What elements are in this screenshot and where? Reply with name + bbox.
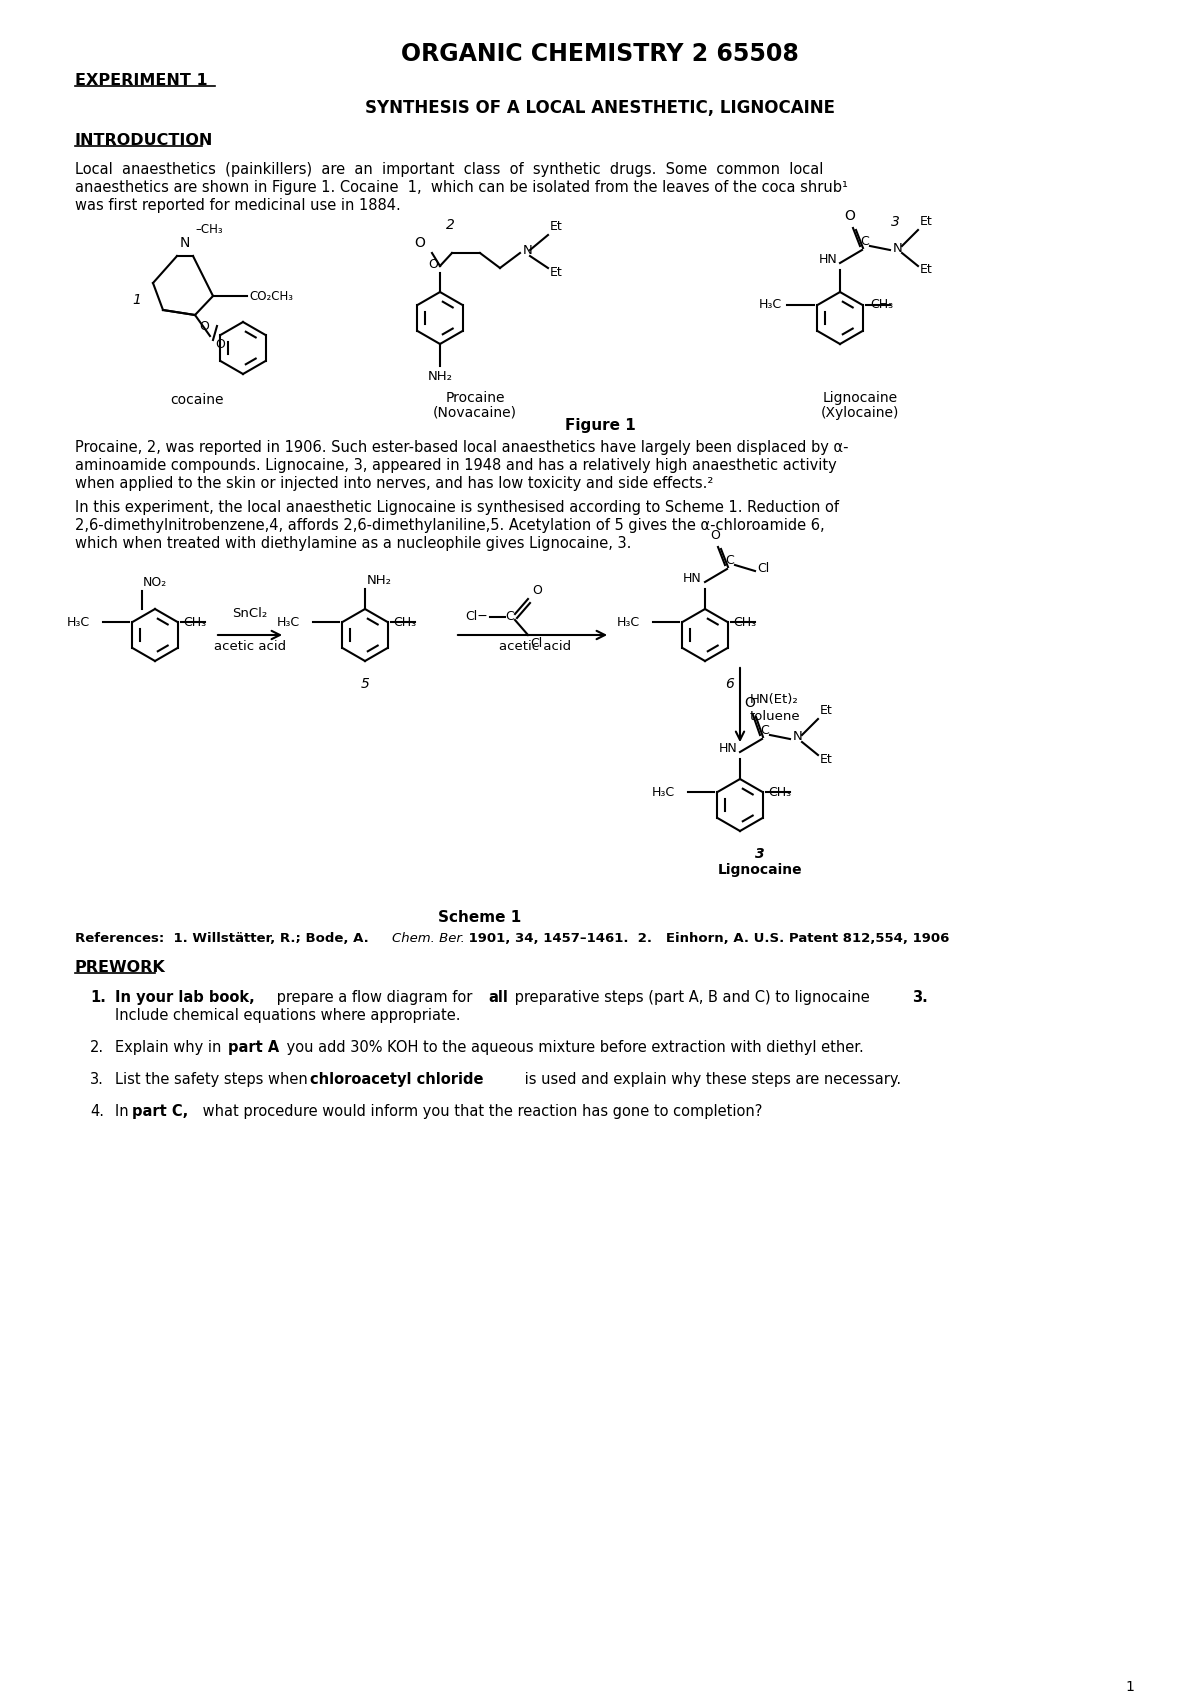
Text: O: O [532,583,542,597]
Text: part A: part A [228,1040,280,1055]
Text: 1.: 1. [90,990,106,1006]
Text: H₃C: H₃C [758,298,782,312]
Text: Scheme 1: Scheme 1 [438,911,522,924]
Text: Et: Et [920,263,932,276]
Text: Cl−: Cl− [466,611,488,624]
Text: cocaine: cocaine [170,393,223,407]
Text: NO₂: NO₂ [143,577,167,589]
Text: CH₃: CH₃ [733,616,756,629]
Text: Et: Et [550,266,563,280]
Text: O: O [710,529,720,543]
Text: 2,6-dimethylnitrobenzene,4, affords 2,6-dimethylaniline,5. Acetylation of 5 give: 2,6-dimethylnitrobenzene,4, affords 2,6-… [74,517,824,533]
Text: Et: Et [550,220,563,232]
Text: NH₂: NH₂ [427,370,452,383]
Text: Cl: Cl [530,638,542,650]
Text: HN: HN [683,572,702,585]
Text: References:  1. Willstätter, R.; Bode, A.: References: 1. Willstätter, R.; Bode, A. [74,933,373,945]
Text: (Novacaine): (Novacaine) [433,405,517,421]
Text: part C,: part C, [132,1104,188,1119]
Text: N: N [523,244,533,256]
Text: 1: 1 [132,293,142,307]
Text: toluene: toluene [750,711,800,724]
Text: 1: 1 [1126,1681,1134,1694]
Text: CH₃: CH₃ [768,785,791,799]
Text: PREWORK: PREWORK [74,960,166,975]
Text: –CH₃: –CH₃ [194,222,223,236]
Text: CO₂CH₃: CO₂CH₃ [250,290,293,302]
Text: anaesthetics are shown in Figure 1. Cocaine  1,  which can be isolated from the : anaesthetics are shown in Figure 1. Coca… [74,180,848,195]
Text: what procedure would inform you that the reaction has gone to completion?: what procedure would inform you that the… [198,1104,762,1119]
Text: Cl: Cl [757,563,769,575]
Text: Procaine, 2, was reported in 1906. Such ester-based local anaesthetics have larg: Procaine, 2, was reported in 1906. Such … [74,439,848,455]
Text: N: N [793,731,803,743]
Text: O: O [744,695,756,711]
Text: HN: HN [818,253,838,266]
Text: Procaine: Procaine [445,392,505,405]
Text: all: all [488,990,508,1006]
Text: In this experiment, the local anaesthetic Lignocaine is synthesised according to: In this experiment, the local anaestheti… [74,500,839,516]
Text: N: N [893,241,902,254]
Text: 3.: 3. [90,1072,104,1087]
Text: Include chemical equations where appropriate.: Include chemical equations where appropr… [115,1007,461,1023]
Text: is used and explain why these steps are necessary.: is used and explain why these steps are … [520,1072,901,1087]
Text: NH₂: NH₂ [367,573,392,587]
Text: C: C [726,555,734,566]
Text: 5: 5 [360,677,370,690]
Text: Explain why in: Explain why in [115,1040,226,1055]
Text: you add 30% KOH to the aqueous mixture before extraction with diethyl ether.: you add 30% KOH to the aqueous mixture b… [282,1040,864,1055]
Text: INTRODUCTION: INTRODUCTION [74,132,214,148]
Text: Figure 1: Figure 1 [565,417,635,432]
Text: Et: Et [820,753,833,767]
Text: 4.: 4. [90,1104,104,1119]
Text: 3.: 3. [912,990,928,1006]
Text: 6: 6 [726,677,734,690]
Text: O: O [215,338,224,351]
Text: chloroacetyl chloride: chloroacetyl chloride [310,1072,484,1087]
Text: Chem. Ber.: Chem. Ber. [392,933,464,945]
Text: Lignocaine: Lignocaine [822,392,898,405]
Text: Et: Et [920,215,932,227]
Text: N: N [180,236,190,249]
Text: SnCl₂: SnCl₂ [233,607,268,621]
Text: In your lab book,: In your lab book, [115,990,254,1006]
Text: Et: Et [820,704,833,717]
Text: 2.: 2. [90,1040,104,1055]
Text: HN: HN [719,743,737,755]
Text: In: In [115,1104,133,1119]
Text: 2: 2 [445,219,455,232]
Text: preparative steps (part A, B and C) to lignocaine: preparative steps (part A, B and C) to l… [510,990,875,1006]
Text: EXPERIMENT 1: EXPERIMENT 1 [74,73,208,88]
Text: CH₃: CH₃ [182,616,206,629]
Text: H₃C: H₃C [67,616,90,629]
Text: H₃C: H₃C [277,616,300,629]
Text: CH₃: CH₃ [394,616,416,629]
Text: acetic acid: acetic acid [214,639,286,653]
Text: Local  anaesthetics  (painkillers)  are  an  important  class  of  synthetic  dr: Local anaesthetics (painkillers) are an … [74,163,823,176]
Text: prepare a flow diagram for: prepare a flow diagram for [272,990,478,1006]
Text: Lignocaine: Lignocaine [718,863,803,877]
Text: when applied to the skin or injected into nerves, and has low toxicity and side : when applied to the skin or injected int… [74,477,713,492]
Text: O: O [199,319,209,332]
Text: C: C [505,611,515,624]
Text: SYNTHESIS OF A LOCAL ANESTHETIC, LIGNOCAINE: SYNTHESIS OF A LOCAL ANESTHETIC, LIGNOCA… [365,98,835,117]
Text: was first reported for medicinal use in 1884.: was first reported for medicinal use in … [74,198,401,214]
Text: (Xylocaine): (Xylocaine) [821,405,899,421]
Text: C: C [860,236,869,248]
Text: aminoamide compounds. Lignocaine, 3, appeared in 1948 and has a relatively high : aminoamide compounds. Lignocaine, 3, app… [74,458,836,473]
Text: which when treated with diethylamine as a nucleophile gives Lignocaine, 3.: which when treated with diethylamine as … [74,536,631,551]
Text: List the safety steps when: List the safety steps when [115,1072,312,1087]
Text: ORGANIC CHEMISTRY 2 65508: ORGANIC CHEMISTRY 2 65508 [401,42,799,66]
Text: H₃C: H₃C [617,616,640,629]
Text: C: C [761,724,769,738]
Text: O: O [414,236,426,249]
Text: H₃C: H₃C [652,785,674,799]
Text: HN(Et)₂: HN(Et)₂ [750,694,799,707]
Text: 3: 3 [890,215,900,229]
Text: acetic acid: acetic acid [499,639,571,653]
Text: 1901, 34, 1457–1461.  2.   Einhorn, A. U.S. Patent 812,554, 1906: 1901, 34, 1457–1461. 2. Einhorn, A. U.S.… [464,933,949,945]
Text: O: O [428,258,438,271]
Text: O: O [845,209,856,222]
Text: 3: 3 [755,846,764,862]
Text: CH₃: CH₃ [870,298,893,312]
